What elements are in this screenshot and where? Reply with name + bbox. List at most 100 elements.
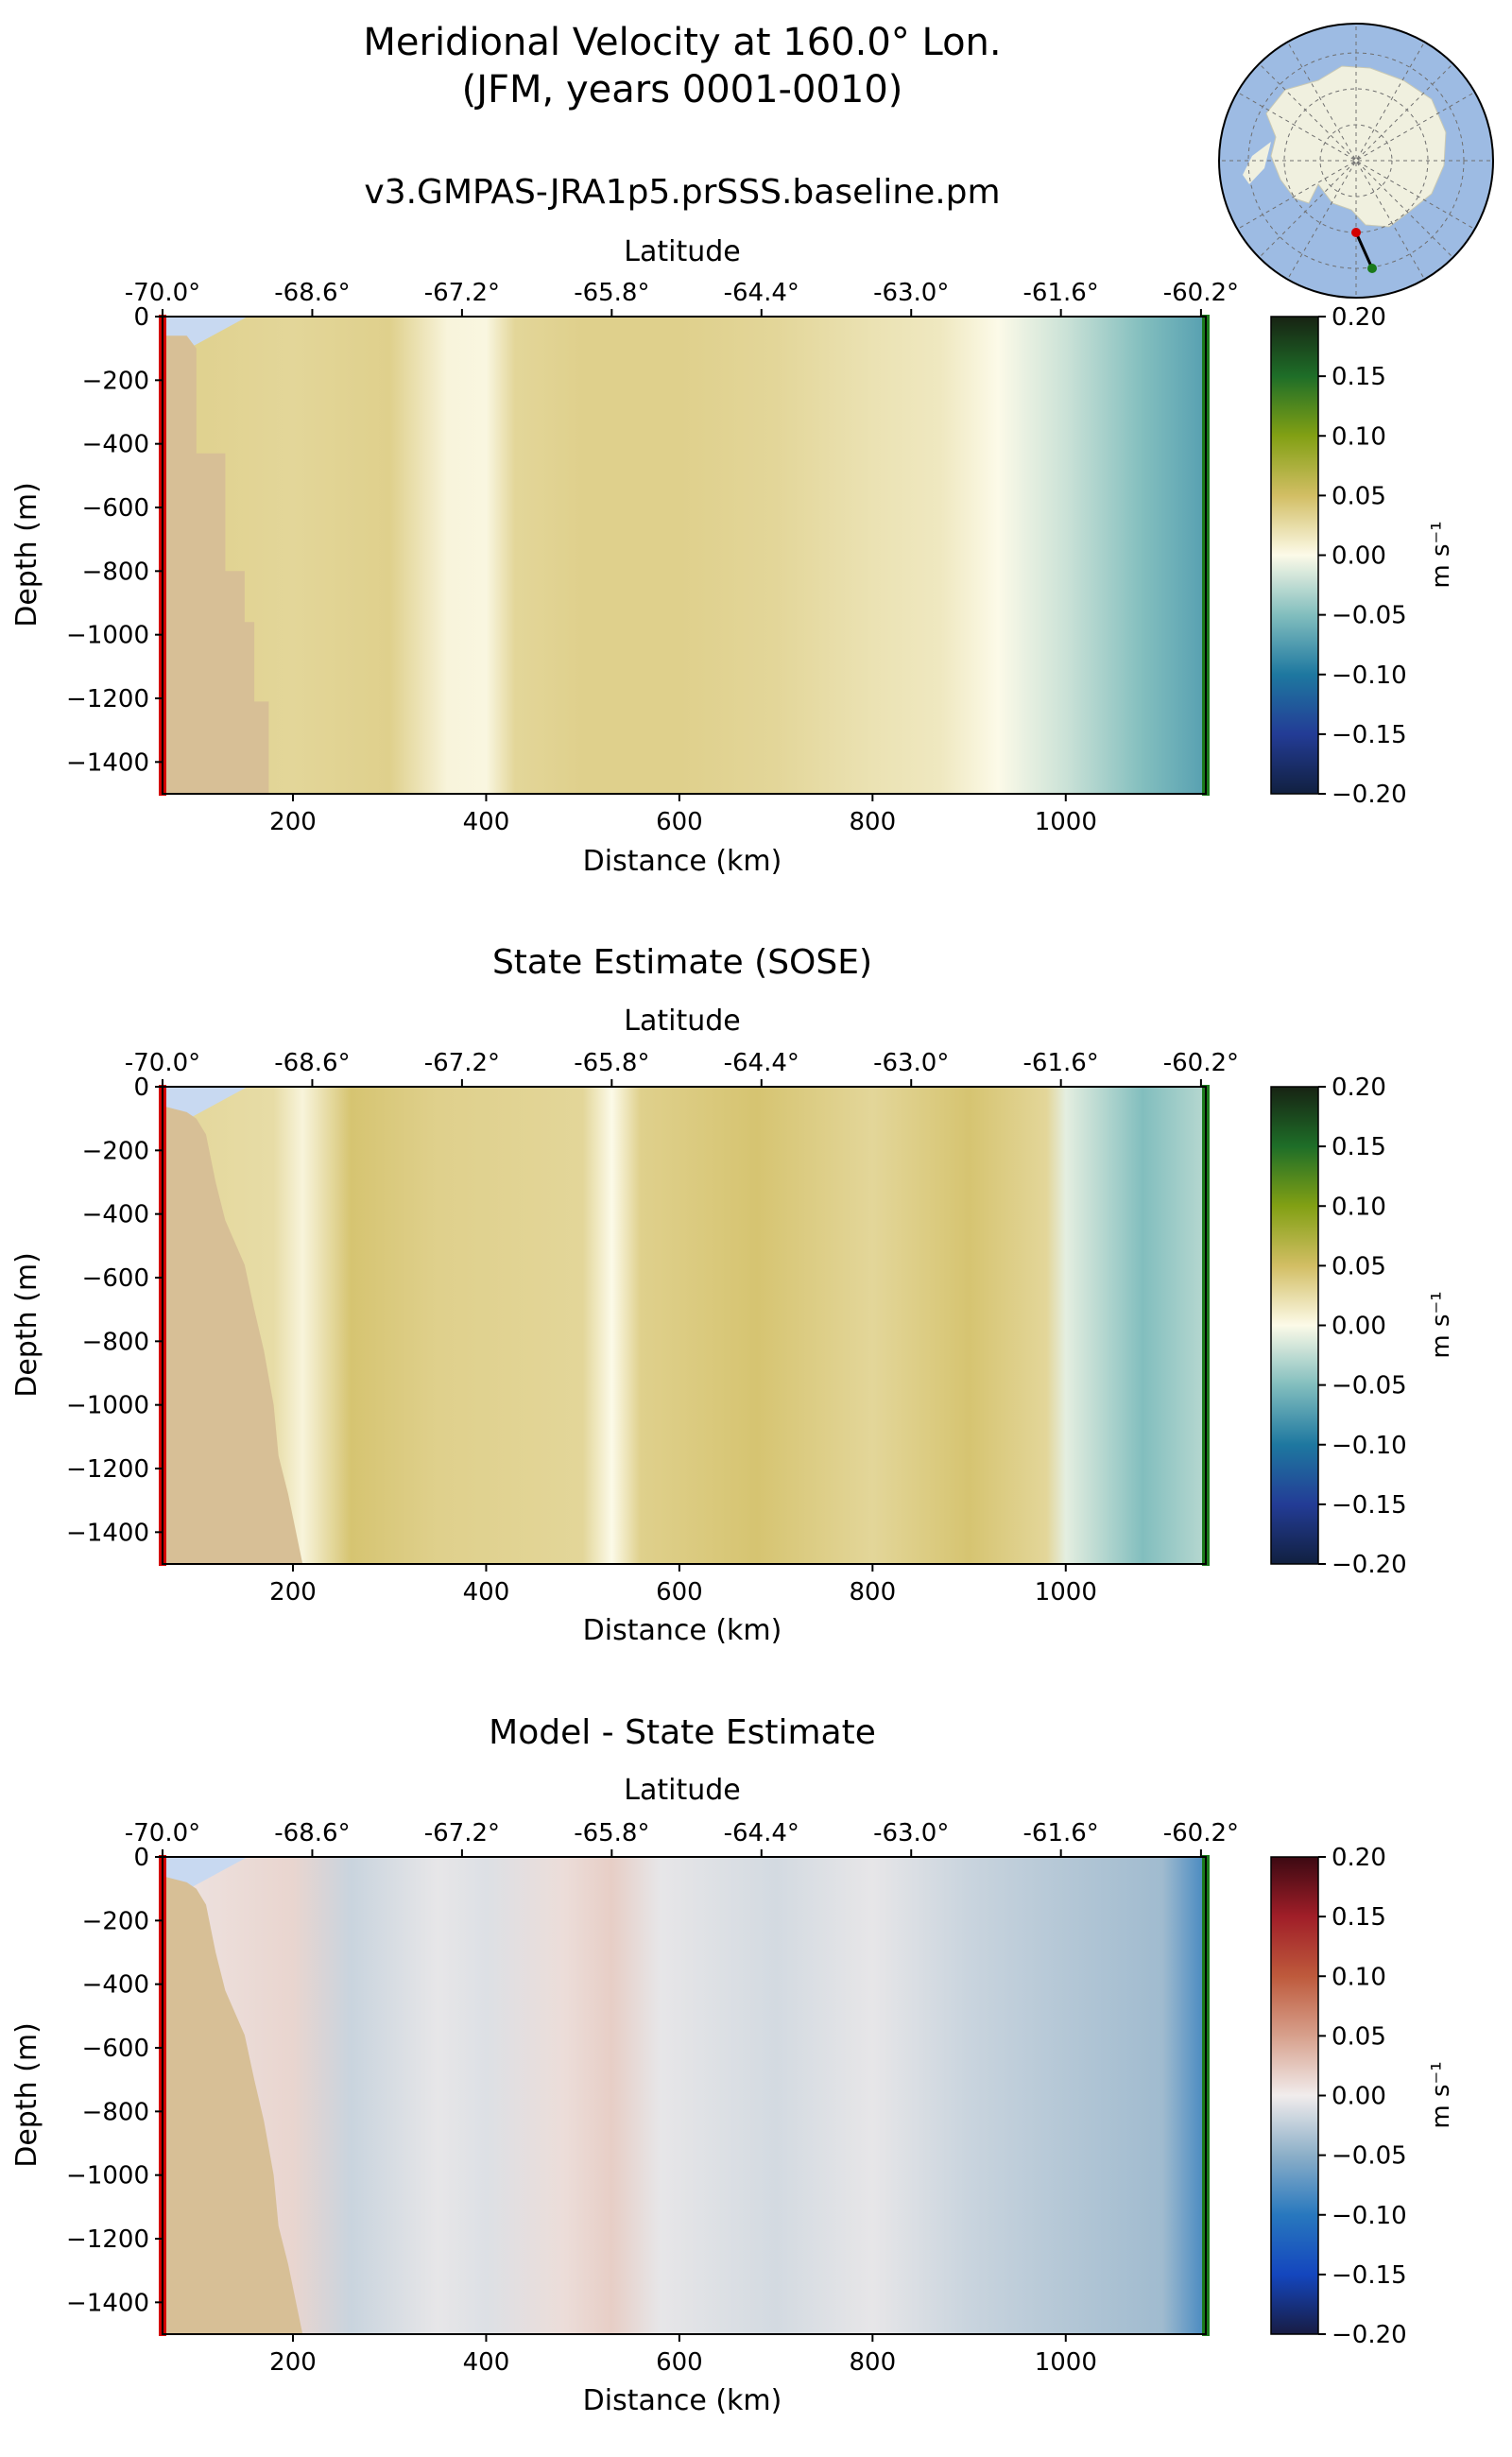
x-tick-label: 600 xyxy=(656,808,703,836)
y-tick-label: −400 xyxy=(82,1201,149,1229)
y-tick-label: 0 xyxy=(133,1074,149,1102)
y-tick-label: −1000 xyxy=(66,2162,149,2191)
map-section-start-dot xyxy=(1351,228,1361,237)
colorbar-tick-label: 0.20 xyxy=(1332,1074,1386,1102)
y-tick-label: −800 xyxy=(82,558,149,586)
map-section-end-dot xyxy=(1367,264,1377,273)
top-tick-label: -65.8° xyxy=(574,1049,649,1077)
colorbar-tick-label: 0.10 xyxy=(1332,422,1386,451)
top-tick-label: -70.0° xyxy=(125,1049,200,1077)
colorbar-tick-label: −0.20 xyxy=(1332,781,1407,809)
y-tick-label: −800 xyxy=(82,1328,149,1356)
x-tick-label: 200 xyxy=(269,1578,317,1606)
colorbar xyxy=(1270,316,1319,795)
top-tick-label: -70.0° xyxy=(125,279,200,307)
colorbar-label: m s⁻¹ xyxy=(1427,1291,1455,1358)
y-tick-label: −1000 xyxy=(66,622,149,650)
map-section-line xyxy=(1354,232,1374,269)
x-tick-label: 200 xyxy=(269,808,317,836)
colorbar-tick-label: 0.05 xyxy=(1332,2022,1386,2051)
panel-title: v3.GMPAS-JRA1p5.prSSS.baseline.pm xyxy=(364,173,1000,212)
x-tick-label: 200 xyxy=(269,2348,317,2377)
top-tick-label: -63.0° xyxy=(873,279,949,307)
top-tick-label: -60.2° xyxy=(1163,1049,1239,1077)
y-tick-label: −1200 xyxy=(66,2225,149,2254)
x-tick-label: 800 xyxy=(850,2348,897,2377)
y-axis-label: Depth (m) xyxy=(10,482,43,627)
colorbar-tick-label: 0.10 xyxy=(1332,1193,1386,1221)
colorbar-tick-label: 0.10 xyxy=(1332,1963,1386,1991)
colorbar-label: m s⁻¹ xyxy=(1427,521,1455,588)
colorbar-tick-label: 0.00 xyxy=(1332,2083,1386,2111)
colorbar-tick-label: 0.05 xyxy=(1332,482,1386,510)
inset-map xyxy=(1218,23,1494,299)
top-tick-label: -61.6° xyxy=(1023,1049,1099,1077)
colorbar-tick-label: 0.20 xyxy=(1332,1844,1386,1872)
x-tick-label: 800 xyxy=(850,808,897,836)
seafloor-land xyxy=(163,1876,303,2334)
y-tick-label: −1400 xyxy=(66,2289,149,2317)
colorbar-tick-label: −0.05 xyxy=(1332,602,1407,630)
top-axis-label: Latitude xyxy=(624,1774,740,1807)
colorbar-tick-label: 0.05 xyxy=(1332,1252,1386,1280)
colorbar-tick-label: −0.20 xyxy=(1332,1551,1407,1579)
colorbar-tick-label: −0.15 xyxy=(1332,2261,1407,2290)
top-tick-label: -63.0° xyxy=(873,1049,949,1077)
top-axis-label: Latitude xyxy=(624,1005,740,1038)
top-tick-label: -68.6° xyxy=(274,1819,350,1847)
colorbar-tick-label: 0.15 xyxy=(1332,1133,1386,1161)
y-tick-label: −200 xyxy=(82,1137,149,1165)
x-tick-label: 1000 xyxy=(1035,1578,1097,1606)
y-tick-label: −400 xyxy=(82,431,149,459)
y-tick-label: −1400 xyxy=(66,748,149,777)
y-tick-label: −600 xyxy=(82,494,149,523)
antarctica-polar-map-icon xyxy=(1219,24,1493,298)
y-tick-label: −600 xyxy=(82,1264,149,1293)
colorbar-tick-label: −0.10 xyxy=(1332,2202,1407,2230)
x-tick-label: 600 xyxy=(656,1578,703,1606)
seafloor-land xyxy=(163,335,269,794)
top-tick-label: -68.6° xyxy=(274,279,350,307)
top-tick-label: -65.8° xyxy=(574,279,649,307)
y-tick-label: −600 xyxy=(82,2035,149,2063)
colorbar-label: m s⁻¹ xyxy=(1427,2061,1455,2128)
colorbar-tick-label: 0.00 xyxy=(1332,542,1386,571)
y-tick-label: −1200 xyxy=(66,1455,149,1484)
top-axis-label: Latitude xyxy=(624,235,740,268)
x-tick-label: 600 xyxy=(656,2348,703,2377)
colorbar-tick-label: 0.00 xyxy=(1332,1313,1386,1341)
y-tick-label: −200 xyxy=(82,1907,149,1935)
panel-difference: Model - State Estimate Latitude Distance… xyxy=(10,1713,1455,2417)
x-tick-label: 400 xyxy=(463,1578,510,1606)
y-axis-label: Depth (m) xyxy=(10,1252,43,1398)
colorbar-tick-label: 0.15 xyxy=(1332,363,1386,391)
top-tick-label: -68.6° xyxy=(274,1049,350,1077)
x-tick-label: 400 xyxy=(463,2348,510,2377)
y-tick-label: 0 xyxy=(133,303,149,332)
top-tick-label: -60.2° xyxy=(1163,279,1239,307)
velocity-field xyxy=(163,317,1206,794)
top-tick-label: -60.2° xyxy=(1163,1819,1239,1847)
y-tick-label: −1200 xyxy=(66,685,149,713)
panel-sose: State Estimate (SOSE) Latitude Distance … xyxy=(10,943,1455,1647)
seafloor-land xyxy=(163,1106,303,1564)
panel-title: Model - State Estimate xyxy=(489,1713,876,1752)
plot-frame xyxy=(162,1086,1207,1565)
top-tick-label: -64.4° xyxy=(724,1819,799,1847)
colorbar-tick-label: 0.15 xyxy=(1332,1903,1386,1932)
colorbar xyxy=(1270,1856,1319,2335)
figure-title-line1: Meridional Velocity at 160.0° Lon. xyxy=(363,21,1001,64)
colorbar-tick-label: −0.20 xyxy=(1332,2321,1407,2349)
y-axis-label: Depth (m) xyxy=(10,2022,43,2168)
colorbar-tick-label: 0.20 xyxy=(1332,303,1386,332)
y-tick-label: −400 xyxy=(82,1971,149,2000)
x-tick-label: 1000 xyxy=(1035,2348,1097,2377)
x-tick-label: 1000 xyxy=(1035,808,1097,836)
velocity-field xyxy=(163,1857,1206,2334)
y-tick-label: −800 xyxy=(82,2098,149,2126)
top-tick-label: -67.2° xyxy=(424,1819,500,1847)
colorbar-tick-label: −0.10 xyxy=(1332,1432,1407,1460)
colorbar-tick-label: −0.15 xyxy=(1332,721,1407,749)
x-axis-label: Distance (km) xyxy=(583,1614,782,1647)
